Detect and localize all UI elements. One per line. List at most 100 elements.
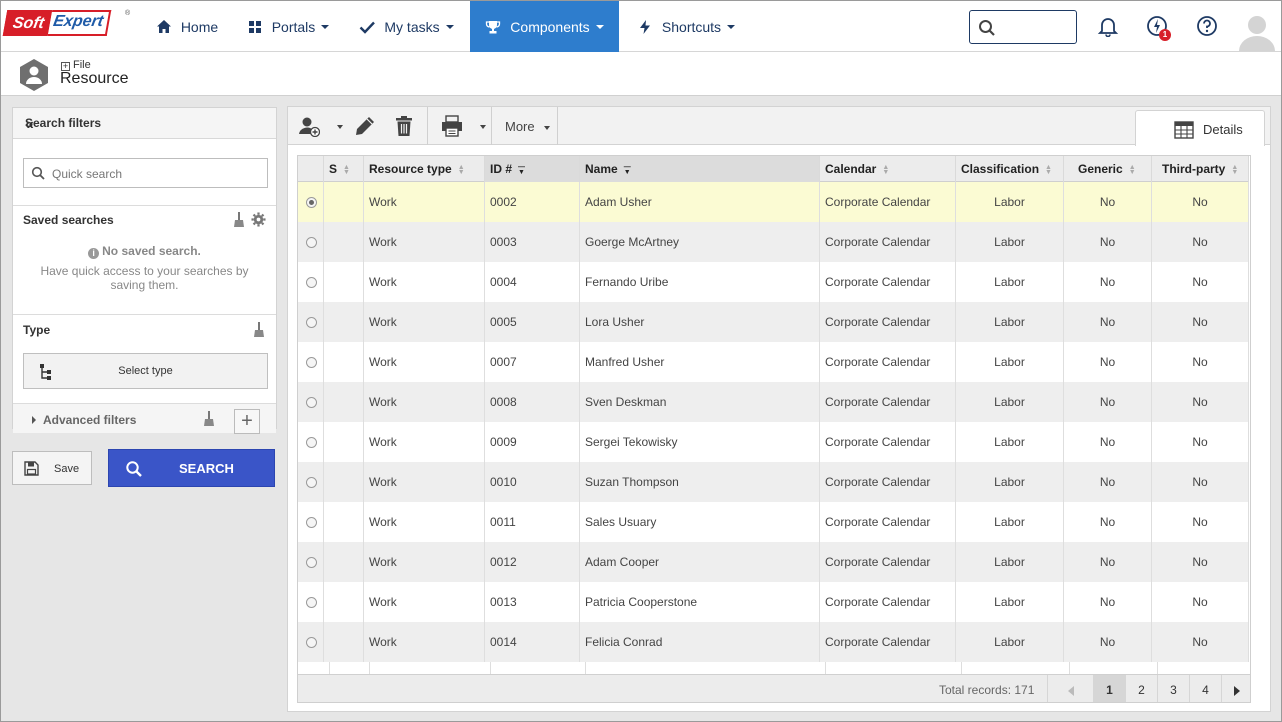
row-radio-button[interactable] — [306, 357, 317, 368]
cell-select — [298, 342, 324, 382]
table-row[interactable]: Work 0002 Adam Usher Corporate Calendar Labo… — [298, 182, 1249, 222]
page-2-button[interactable]: 2 — [1125, 675, 1157, 702]
table-row[interactable]: Work 0007 Manfred Usher Corporate Calendar L… — [298, 342, 1249, 382]
search-button[interactable]: SEARCH — [108, 449, 275, 487]
cell-calendar: Corporate Calendar — [820, 462, 956, 502]
table-row[interactable]: Work 0008 Sven Deskman Corporate Calendar La… — [298, 382, 1249, 422]
cell-generic: No — [1064, 542, 1152, 582]
col-resource-type[interactable]: Resource type ▲ ▼ — [364, 156, 485, 182]
cell-classification: Labor — [956, 422, 1064, 462]
nav-home-label: Home — [180, 18, 219, 35]
table-row[interactable]: Work 0010 Suzan Thompson Corporate Calendar… — [298, 462, 1249, 502]
prev-page-button[interactable] — [1047, 675, 1093, 702]
table-row[interactable]: Work 0004 Fernando Uribe Corporate Calendar… — [298, 262, 1249, 302]
cell-status — [324, 302, 364, 342]
pencil-edit-icon[interactable] — [354, 115, 376, 137]
chevron-down-icon — [595, 24, 604, 29]
grid-icon — [247, 19, 263, 35]
nav-portals[interactable]: Portals — [233, 1, 343, 52]
help-icon[interactable] — [1196, 15, 1218, 37]
row-radio-button[interactable] — [306, 237, 317, 248]
more-menu-button[interactable]: More — [505, 119, 551, 134]
row-radio-button[interactable] — [306, 437, 317, 448]
chevron-down-icon[interactable] — [337, 125, 343, 129]
page-3-button[interactable]: 3 — [1157, 675, 1189, 702]
toolbar-separator — [427, 107, 428, 145]
bell-icon[interactable] — [1097, 15, 1119, 38]
advanced-filters-label: Advanced filters — [43, 413, 137, 427]
page-4-button[interactable]: 4 — [1189, 675, 1221, 702]
row-radio-button[interactable] — [306, 397, 317, 408]
broom-clear-icon[interactable] — [253, 322, 265, 341]
tab-details[interactable]: Details — [1135, 110, 1265, 146]
breadcrumb[interactable]: + File — [61, 59, 91, 71]
row-radio-button[interactable] — [306, 317, 317, 328]
table-header: S ▲ ▼ Resource type ▲ ▼ ID # — ▼ Name — ▼ Calend… — [298, 156, 1249, 182]
row-radio-button[interactable] — [306, 477, 317, 488]
row-radio-button[interactable] — [306, 637, 317, 648]
resource-icon — [19, 58, 49, 92]
save-search-button[interactable]: Save — [12, 451, 92, 485]
tree-icon — [39, 363, 55, 381]
alert-compass-icon[interactable] — [1146, 15, 1168, 37]
chevron-down-icon[interactable] — [480, 125, 486, 129]
softexpert-logo[interactable]: Soft Expert — [2, 10, 132, 36]
collapse-panel-icon[interactable]: « — [25, 116, 34, 133]
expand-plus-icon: + — [61, 61, 70, 71]
cell-name: Sales Usuary — [580, 502, 820, 542]
row-radio-button[interactable] — [306, 597, 317, 608]
cell-calendar: Corporate Calendar — [820, 302, 956, 342]
table-row[interactable]: Work 0011 Sales Usuary Corporate Calendar La… — [298, 502, 1249, 542]
cell-calendar: Corporate Calendar — [820, 582, 956, 622]
cell-classification: Labor — [956, 302, 1064, 342]
nav-components[interactable]: Components — [470, 1, 619, 52]
global-search-input[interactable] — [969, 10, 1077, 44]
table-row[interactable]: Work 0003 Goerge McArtney Corporate Calenda… — [298, 222, 1249, 262]
page-1-button[interactable]: 1 — [1093, 675, 1125, 702]
row-radio-button[interactable] — [306, 277, 317, 288]
trash-delete-icon[interactable] — [393, 115, 415, 137]
cell-status — [324, 382, 364, 422]
col-generic[interactable]: Generic ▲ ▼ — [1064, 156, 1152, 182]
cell-id: 0004 — [485, 262, 580, 302]
nav-my-tasks[interactable]: My tasks — [343, 1, 470, 52]
row-radio-button[interactable] — [306, 197, 317, 208]
row-radio-button[interactable] — [306, 517, 317, 528]
col-third-party[interactable]: Third-party ▲ ▼ — [1152, 156, 1249, 182]
cell-id: 0007 — [485, 342, 580, 382]
cell-third-party: No — [1152, 462, 1249, 502]
nav-home[interactable]: Home — [141, 1, 233, 52]
col-calendar[interactable]: Calendar ▲ ▼ — [820, 156, 956, 182]
top-navigation-bar: Soft Expert ® Home Portals My tasks — [1, 1, 1281, 52]
cell-calendar: Corporate Calendar — [820, 542, 956, 582]
cell-third-party: No — [1152, 622, 1249, 662]
col-id[interactable]: ID # — ▼ — [485, 156, 580, 182]
printer-icon[interactable] — [441, 115, 463, 137]
table-row[interactable]: Work 0014 Felicia Conrad Corporate Calendar… — [298, 622, 1249, 662]
gear-icon[interactable] — [251, 212, 266, 230]
table-row[interactable]: Work 0009 Sergei Tekowisky Corporate Calend… — [298, 422, 1249, 462]
nav-shortcuts[interactable]: Shortcuts — [619, 1, 753, 52]
table-row[interactable]: Work 0005 Lora Usher Corporate Calendar Labo… — [298, 302, 1249, 342]
col-classification[interactable]: Classification ▲ ▼ — [956, 156, 1064, 182]
user-avatar[interactable] — [1237, 11, 1277, 51]
table-row[interactable]: Work 0012 Adam Cooper Corporate Calendar Lab… — [298, 542, 1249, 582]
col-name[interactable]: Name — ▼ — [580, 156, 820, 182]
col-status[interactable]: S ▲ ▼ — [324, 156, 364, 182]
cell-calendar: Corporate Calendar — [820, 622, 956, 662]
next-page-button[interactable] — [1221, 675, 1250, 702]
select-type-button[interactable]: Select type — [23, 353, 268, 389]
table-row[interactable]: Work 0013 Patricia Cooperstone Corporate Ca… — [298, 582, 1249, 622]
add-user-icon[interactable] — [298, 115, 321, 138]
advanced-filters-row[interactable]: Advanced filters + — [13, 403, 276, 434]
saved-searches-label: Saved searches — [23, 213, 114, 227]
cell-resource-type: Work — [364, 422, 485, 462]
row-radio-button[interactable] — [306, 557, 317, 568]
cell-generic: No — [1064, 422, 1152, 462]
quick-search-input[interactable]: Quick search — [23, 158, 268, 188]
broom-clear-icon[interactable] — [203, 411, 215, 430]
nav-components-label: Components — [510, 18, 590, 35]
breadcrumb-file: File — [73, 59, 91, 71]
add-filter-button[interactable]: + — [234, 409, 260, 434]
broom-clear-icon[interactable] — [233, 212, 245, 231]
